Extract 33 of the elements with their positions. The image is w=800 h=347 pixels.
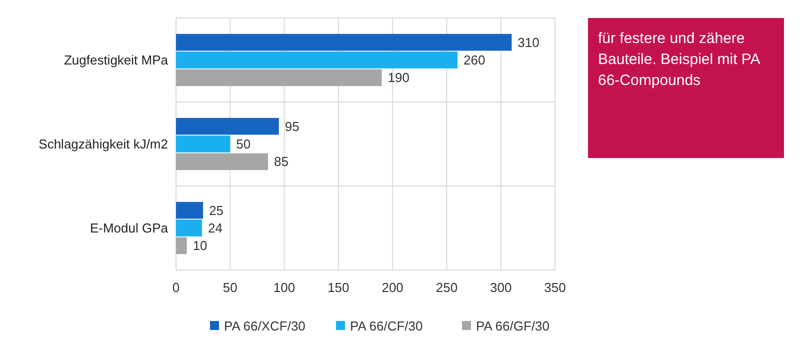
bar xyxy=(176,69,382,86)
x-tick-label: 200 xyxy=(382,280,404,295)
y-tick-label: Zugfestigkeit MPa xyxy=(64,52,169,68)
bar xyxy=(176,118,279,135)
bar xyxy=(176,220,202,236)
data-label: 24 xyxy=(208,220,222,236)
bar xyxy=(176,153,268,170)
x-tick-label: 350 xyxy=(544,280,566,295)
data-label: 95 xyxy=(284,118,300,134)
bar xyxy=(176,237,187,254)
bar xyxy=(176,34,512,51)
bar xyxy=(176,202,204,219)
bar xyxy=(176,136,230,152)
x-tick-label: 150 xyxy=(328,280,350,295)
x-tick-label: 300 xyxy=(490,280,512,295)
bar xyxy=(176,52,458,68)
data-label: 260 xyxy=(464,52,486,68)
x-tick-label: 100 xyxy=(273,280,296,295)
data-label: 50 xyxy=(236,136,251,152)
legend-label: PA 66/GF/30 xyxy=(476,318,550,334)
text: für festere und zähere Bauteile. Beispiel mit PA 66-Compounds xyxy=(598,29,761,91)
data-label: 190 xyxy=(388,70,410,86)
legend-label: PA 66/XCF/30 xyxy=(224,318,306,334)
x-tick-label: 50 xyxy=(222,280,238,295)
data-label: 10 xyxy=(192,238,208,254)
data-label: 25 xyxy=(209,202,224,218)
y-tick-label: Schlagzähigkeit kJ/m2 xyxy=(38,136,168,152)
data-label: 310 xyxy=(518,34,540,50)
x-tick-label: 250 xyxy=(436,280,458,295)
y-tick-label: E-Modul GPa xyxy=(90,220,169,236)
x-tick-label: 0 xyxy=(172,280,180,295)
legend-label: PA 66/CF/30 xyxy=(350,318,423,334)
data-label: 85 xyxy=(274,154,289,170)
